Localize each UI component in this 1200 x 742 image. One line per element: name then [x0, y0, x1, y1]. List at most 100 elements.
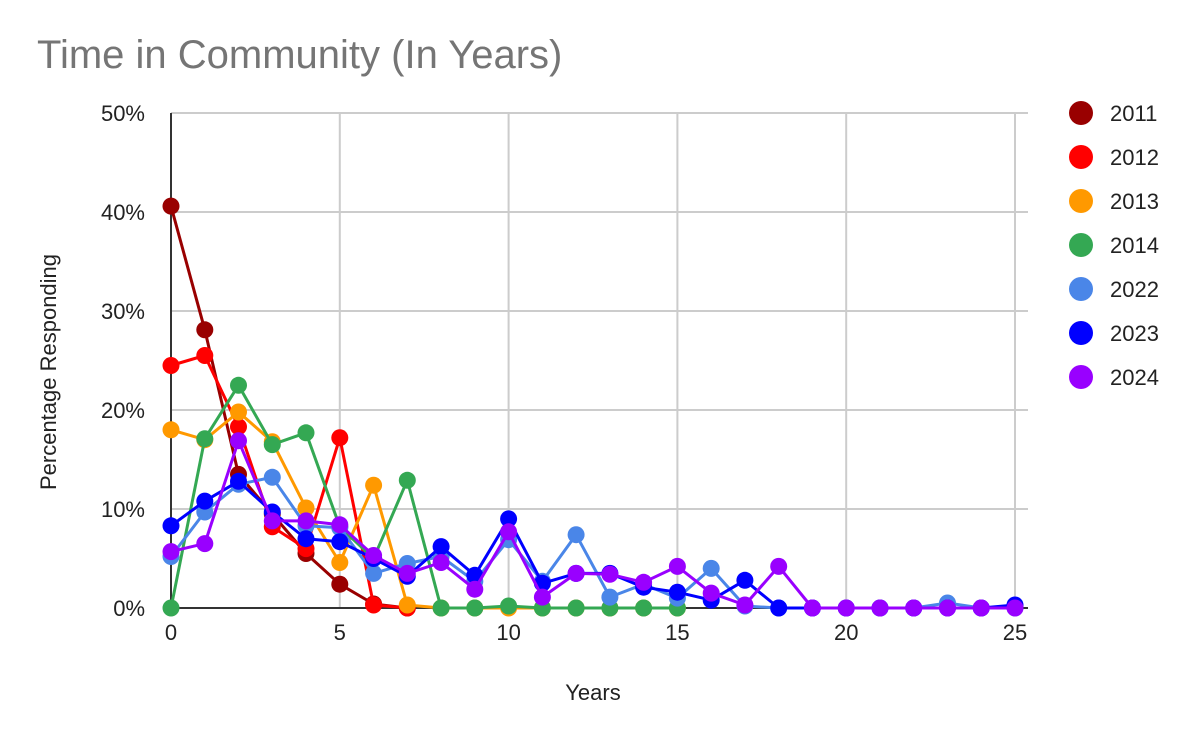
x-axis-label: Years	[565, 680, 620, 705]
series-line-2014	[169, 383, 678, 610]
axes: 0% 10% 20% 30% 40% 50% 0 5 10 15 20 25	[101, 101, 1028, 645]
data-point-2024	[230, 432, 247, 450]
data-point-2024	[736, 596, 754, 614]
data-point-2012	[230, 418, 247, 436]
data-point-2024	[972, 599, 990, 617]
legend-label: 2014	[1110, 233, 1159, 258]
y-tick-label: 30%	[101, 299, 145, 324]
data-point-2014	[297, 424, 315, 442]
legend-item-2013: 2013	[1069, 189, 1159, 214]
y-tick-label: 50%	[101, 101, 145, 126]
legend-swatch	[1069, 145, 1093, 169]
data-point-2011	[162, 197, 180, 215]
data-point-2012	[331, 429, 349, 447]
x-tick-label: 15	[665, 620, 689, 645]
legend-swatch	[1069, 321, 1093, 345]
y-tick-label: 0%	[113, 596, 145, 621]
legend-label: 2022	[1110, 277, 1159, 302]
data-point-2024	[770, 557, 788, 575]
data-point-2024	[263, 512, 281, 530]
series-2022	[162, 468, 1024, 617]
legend-item-2012: 2012	[1069, 145, 1159, 170]
x-tick-label: 10	[496, 620, 520, 645]
series-2023	[162, 472, 1024, 617]
data-point-2024	[398, 564, 416, 582]
legend-item-2023: 2023	[1069, 321, 1159, 346]
data-point-2023	[432, 538, 450, 556]
data-point-2022	[601, 588, 619, 606]
legend-swatch	[1069, 189, 1093, 213]
data-point-2024	[162, 543, 180, 561]
data-point-2022	[702, 559, 720, 577]
data-point-2024	[702, 584, 720, 602]
data-point-2014	[432, 599, 450, 617]
data-point-2023	[230, 472, 247, 490]
series-2024	[162, 432, 1024, 617]
data-point-2024	[803, 599, 821, 617]
data-point-2024	[500, 523, 518, 541]
data-point-2024	[331, 516, 349, 534]
data-point-2024	[432, 554, 450, 571]
gridlines	[171, 112, 1028, 608]
data-point-2024	[297, 512, 315, 530]
data-point-2011	[196, 321, 214, 339]
data-point-2023	[162, 517, 180, 535]
data-point-2023	[500, 510, 518, 528]
data-point-2013	[398, 596, 416, 614]
legend-item-2014: 2014	[1069, 233, 1159, 258]
legend-label: 2013	[1110, 189, 1159, 214]
data-point-2024	[939, 599, 956, 617]
data-point-2023	[668, 583, 686, 601]
data-point-2023	[770, 599, 788, 617]
data-point-2014	[398, 471, 416, 489]
series-line-2024	[170, 439, 1015, 610]
data-point-2023	[736, 571, 754, 589]
data-point-2013	[365, 476, 383, 494]
data-point-2014	[466, 599, 484, 617]
data-point-2024	[1006, 599, 1024, 617]
data-point-2014	[567, 599, 585, 617]
data-point-2024	[905, 599, 923, 617]
data-point-2024	[567, 564, 585, 582]
data-point-2014	[635, 599, 653, 617]
data-point-2024	[196, 535, 214, 553]
data-point-2012	[196, 347, 214, 364]
x-tick-label: 0	[165, 620, 177, 645]
data-point-2014	[196, 430, 214, 448]
legend-label: 2023	[1110, 321, 1159, 346]
data-point-2014	[500, 597, 518, 615]
y-tick-label: 10%	[101, 497, 145, 522]
data-point-2014	[263, 436, 281, 454]
data-point-2024	[601, 565, 619, 583]
legend-label: 2011	[1110, 101, 1157, 126]
data-point-2023	[297, 530, 315, 548]
data-point-2013	[230, 403, 247, 421]
data-point-2024	[837, 599, 855, 617]
data-point-2024	[466, 580, 484, 598]
data-point-2023	[196, 492, 214, 510]
data-point-2011	[331, 575, 349, 593]
legend-item-2024: 2024	[1069, 365, 1159, 390]
legend-label: 2012	[1110, 145, 1159, 170]
legend-swatch	[1069, 365, 1093, 389]
data-point-2022	[365, 564, 383, 582]
data-point-2014	[230, 376, 247, 394]
legend-item-2022: 2022	[1069, 277, 1159, 302]
chart-title: Time in Community (In Years)	[37, 33, 562, 77]
legend-label: 2024	[1110, 365, 1159, 390]
data-point-2012	[365, 596, 383, 614]
data-point-2013	[162, 421, 180, 439]
data-point-2022	[567, 526, 585, 544]
data-point-2024	[668, 557, 686, 575]
legend-swatch	[1069, 233, 1093, 257]
data-point-2022	[263, 468, 281, 486]
data-point-2013	[331, 554, 349, 571]
data-point-2014	[162, 599, 180, 617]
data-point-2024	[533, 588, 551, 606]
y-axis-label: Percentage Responding	[36, 254, 61, 490]
y-tick-label: 40%	[101, 200, 145, 225]
x-tick-label: 20	[834, 620, 858, 645]
x-tick-label: 5	[334, 620, 346, 645]
